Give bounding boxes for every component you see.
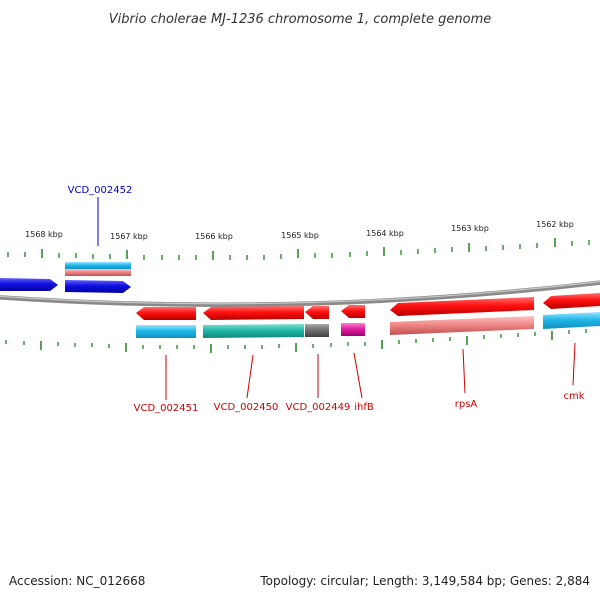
upper-minor-ticks [7,240,590,260]
gene-label-vcd-002452[interactable]: VCD_002452 [68,185,133,196]
ruler-label-1563kbp: 1563 kbp [451,224,489,233]
gene-ihfb[interactable] [341,305,365,318]
ruler-label-1566kbp: 1566 kbp [195,232,233,241]
cog-bar-vcd-002450[interactable] [203,324,304,338]
genome-backbone-highlight [0,280,600,305]
cog-bar-vcd-002452-salmon[interactable] [65,269,131,276]
gene-rpsa[interactable] [390,297,534,316]
ruler-label-1565kbp: 1565 kbp [281,231,319,240]
gene-labels: VCD_002452 VCD_002451 VCD_002450 VCD_002… [68,185,585,414]
reverse-strand-genes [136,293,600,320]
accession-text: Accession: NC_012668 [9,574,146,588]
gene-vcd-002452[interactable] [65,280,131,293]
ruler-label-1562kbp: 1562 kbp [536,220,574,229]
gene-label-vcd-002450[interactable]: VCD_002450 [214,402,279,413]
gene-vcd-002449[interactable] [305,306,329,319]
genome-stats-text: Topology: circular; Length: 3,149,584 bp… [260,574,590,588]
ruler-label-1568kbp: 1568 kbp [25,230,63,239]
leader-line-ihfb [353,352,363,399]
gene-vcd-002451[interactable] [136,307,196,320]
ruler-labels: 1568 kbp 1567 kbp 1566 kbp 1565 kbp 1564… [25,220,574,241]
genome-backbone [0,280,600,307]
forward-strand-genes [0,278,131,293]
gene-label-rpsa[interactable]: rpsA [455,399,478,410]
gene-vcd-002450[interactable] [203,306,304,320]
cog-bar-ihfb[interactable] [341,323,365,336]
cog-bar-cmk[interactable] [543,312,600,329]
leader-line-rpsa [462,348,466,394]
cog-bar-vcd-002451[interactable] [136,325,196,338]
reverse-cog-bars [136,312,600,338]
gene-label-ihfb[interactable]: ihfB [354,402,374,413]
lower-major-ticks [40,331,553,353]
cog-bar-vcd-002452-cyan[interactable] [65,262,131,269]
leader-line-cmk [572,342,576,386]
upper-tick-ring: 1568 kbp 1567 kbp 1566 kbp 1565 kbp 1564… [7,220,590,260]
gene-label-cmk[interactable]: cmk [563,391,584,402]
gene-forward-left[interactable] [0,278,58,291]
leader-line-vcd-002450 [246,354,254,399]
lower-minor-ticks [5,329,587,349]
map-title: Vibrio cholerae MJ-1236 chromosome 1, co… [109,12,491,27]
gene-cmk[interactable] [543,293,600,309]
lower-tick-ring [5,329,587,353]
upper-major-ticks [41,238,556,260]
ruler-label-1564kbp: 1564 kbp [366,229,404,238]
cog-bar-vcd-002449[interactable] [305,324,329,337]
gene-label-vcd-002451[interactable]: VCD_002451 [134,403,199,414]
forward-cog-bars [65,262,131,276]
ruler-label-1567kbp: 1567 kbp [110,232,148,241]
cog-bar-rpsa[interactable] [390,316,534,335]
gene-label-vcd-002449[interactable]: VCD_002449 [286,402,351,413]
